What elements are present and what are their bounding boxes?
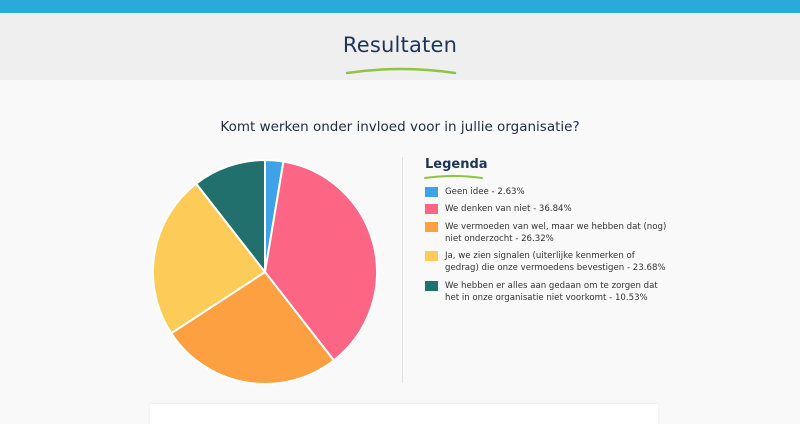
- legend-swatch: [425, 251, 438, 261]
- legend-label: Geen idee - 2.63%: [445, 187, 525, 197]
- legend-label: We denken van niet - 36.84%: [445, 204, 572, 214]
- legend-swatch: [425, 187, 438, 197]
- legend-swatch: [425, 204, 438, 214]
- legend-label: Ja, we zien signalen (uiterlijke kenmerk…: [445, 251, 666, 273]
- top-accent-bar: [0, 0, 800, 13]
- legend-swatch: [425, 222, 438, 232]
- legend-title: Legenda: [425, 157, 488, 172]
- divider: [402, 157, 403, 383]
- legend-label: We vermoeden van wel, maar we hebben dat…: [445, 222, 667, 244]
- pie-slice-1: [264, 160, 378, 362]
- legend-swatch: [425, 281, 438, 291]
- legend-label: We hebben er alles aan gedaan om te zorg…: [445, 281, 658, 303]
- question-title: Komt werken onder invloed voor in jullie…: [220, 119, 580, 135]
- results-header: Resultaten: [0, 13, 800, 80]
- page-title: Resultaten: [342, 33, 458, 57]
- legend-underline: [424, 175, 483, 179]
- pie-slice-4: [195, 159, 266, 273]
- pie-slice-3: [152, 182, 266, 335]
- pie-chart: [152, 159, 378, 385]
- pie-slice-2: [170, 271, 335, 385]
- title-underline: [345, 67, 457, 75]
- next-card: [150, 404, 658, 424]
